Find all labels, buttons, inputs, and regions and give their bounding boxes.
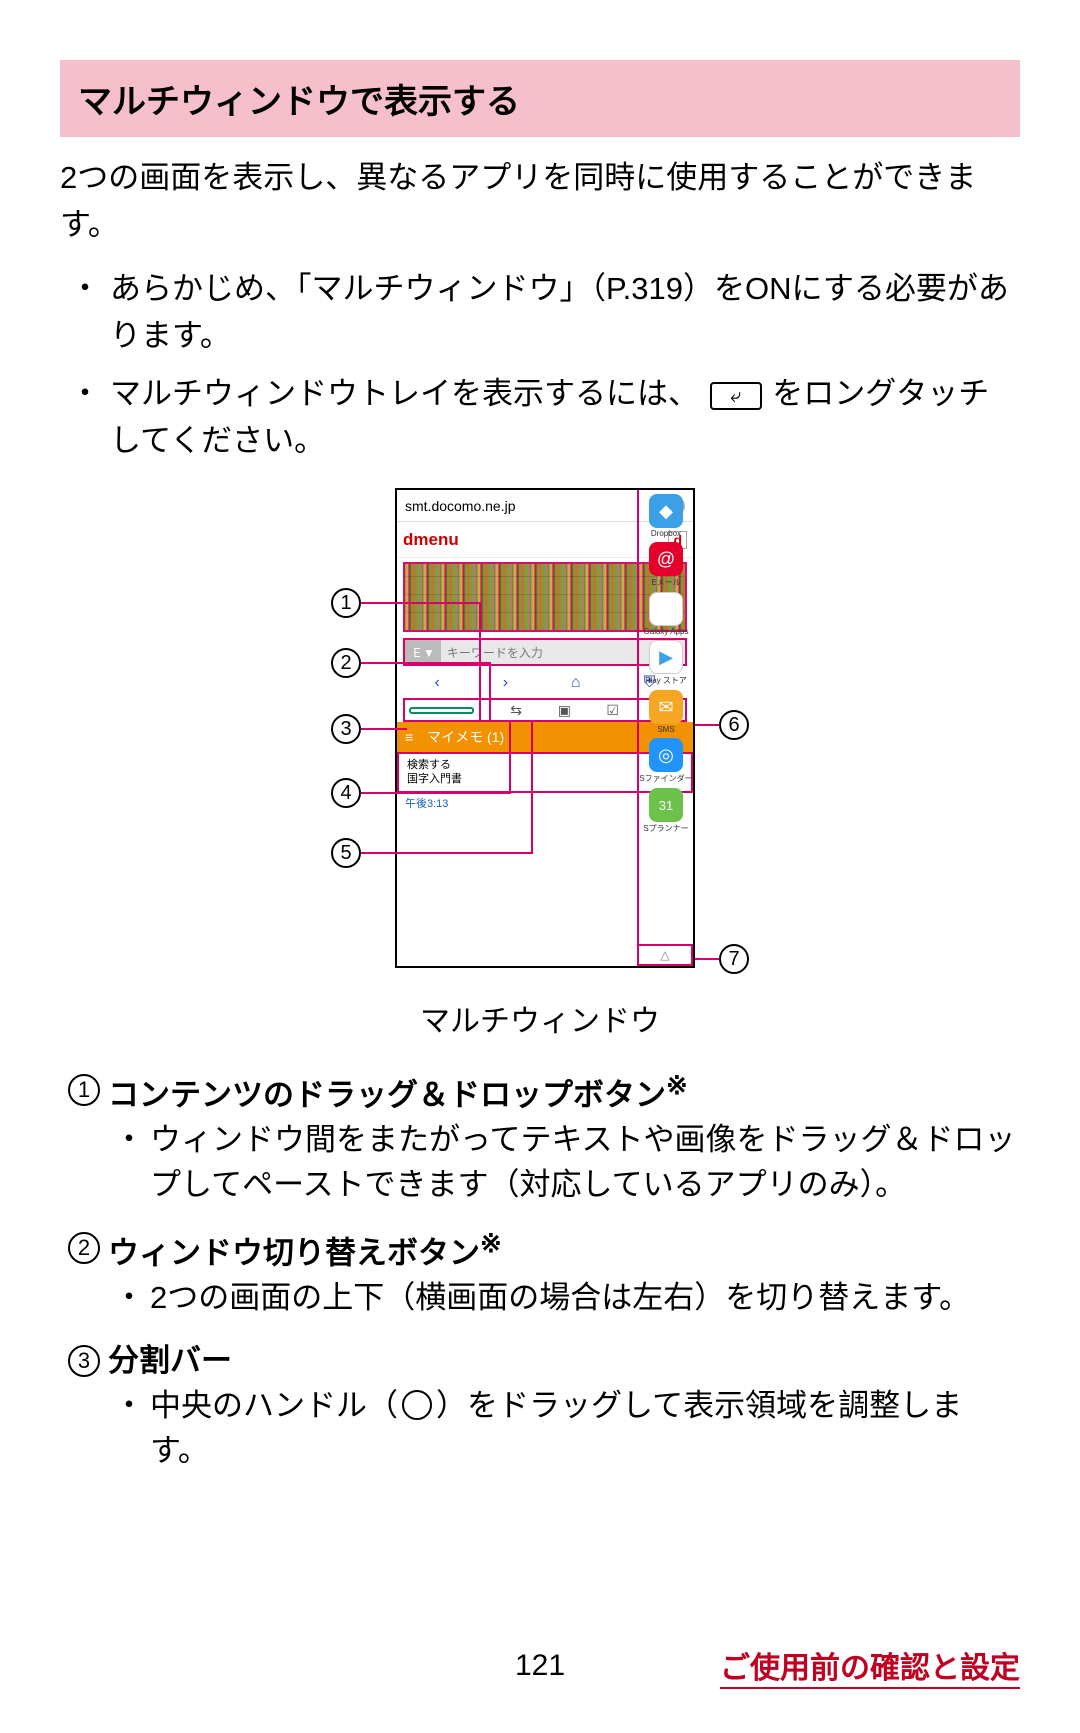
footnote-mark: ※ bbox=[666, 1072, 688, 1100]
callout-4: 4 bbox=[331, 778, 361, 808]
dmenu-logo: dmenu bbox=[403, 530, 459, 550]
definition-title-text: 分割バー bbox=[108, 1343, 232, 1378]
tray-app-icon: 31 bbox=[649, 788, 683, 822]
tray-app-item: ◯Galaxy Apps bbox=[644, 592, 689, 636]
bullet-dot: ・ bbox=[60, 371, 110, 464]
figure-multiwindow: smt.docomo.ne.jp dmenu d Ｅ▼ キーワードを入力 ‹ ›… bbox=[265, 488, 815, 988]
tray-app-icon: ◎ bbox=[649, 738, 683, 772]
url-text: smt.docomo.ne.jp bbox=[405, 498, 516, 514]
callout-2: 2 bbox=[331, 648, 361, 678]
nav-forward-icon: › bbox=[503, 674, 508, 692]
maximize-icon: ☑ bbox=[589, 702, 637, 719]
tray-app-item: @Eメール bbox=[649, 542, 683, 588]
tray-app-label: Eメール bbox=[651, 577, 680, 588]
callout-leader bbox=[509, 720, 511, 794]
callout-leader bbox=[361, 662, 491, 664]
tray-app-icon: ▶ bbox=[649, 640, 683, 674]
callout-1: 1 bbox=[331, 588, 361, 618]
figure-caption: マルチウィンドウ bbox=[60, 996, 1020, 1040]
tray-app-item: ▶Play ストア bbox=[645, 640, 687, 686]
callout-leader bbox=[361, 852, 533, 854]
bullet-item: ・ マルチウィンドウトレイを表示するには、 ⤶ をロングタッチしてください。 bbox=[60, 371, 1020, 464]
tray-app-item: ✉SMS bbox=[649, 690, 683, 734]
callout-3: 3 bbox=[331, 714, 361, 744]
handle-circle-icon bbox=[402, 1390, 432, 1420]
definition-title-text: ウィンドウ切り替えボタン bbox=[108, 1235, 480, 1270]
tray-app-item: 31Sプランナー bbox=[643, 788, 688, 834]
callout-leader bbox=[479, 602, 481, 720]
sub-bullet-dot: ・ bbox=[108, 1118, 150, 1208]
nav-back-icon: ‹ bbox=[434, 674, 439, 692]
tray-app-label: Galaxy Apps bbox=[644, 627, 689, 636]
multiwindow-tray: ◆Dropbox@Eメール◯Galaxy Apps▶Play ストア✉SMS◎S… bbox=[637, 490, 693, 966]
definition-body: 2つの画面の上下（横画面の場合は左右）を切り替えます。 bbox=[150, 1276, 1020, 1321]
definition-item: 2 ウィンドウ切り替えボタン※ ・ 2つの画面の上下（横画面の場合は左右）を切り… bbox=[60, 1226, 1020, 1321]
definition-body: 中央のハンドル（）をドラッグして表示領域を調整します。 bbox=[150, 1384, 1020, 1474]
definition-number: 1 bbox=[60, 1068, 108, 1118]
tray-app-icon: ◯ bbox=[649, 592, 683, 626]
bullet-text: あらかじめ、「マルチウィンドウ」（P.319）をONにする必要があります。 bbox=[110, 266, 1020, 359]
bullet-text: マルチウィンドウトレイを表示するには、 ⤶ をロングタッチしてください。 bbox=[110, 371, 1020, 464]
callout-leader bbox=[361, 728, 407, 730]
definition-body-pre: 中央のハンドル（ bbox=[150, 1388, 398, 1423]
tray-app-icon: @ bbox=[649, 542, 683, 576]
callout-7: 7 bbox=[719, 944, 749, 974]
tray-app-label: Dropbox bbox=[651, 529, 681, 538]
bullet-dot: ・ bbox=[60, 266, 110, 359]
definition-title: ウィンドウ切り替えボタン※ bbox=[108, 1226, 502, 1276]
bullet-pre: マルチウィンドウトレイを表示するには、 bbox=[110, 376, 699, 411]
definition-title: コンテンツのドラッグ＆ドロップボタン※ bbox=[108, 1068, 688, 1118]
split-bar-handle bbox=[409, 707, 474, 714]
definition-number: 2 bbox=[60, 1226, 108, 1276]
tray-app-icon: ✉ bbox=[649, 690, 683, 724]
definition-title-text: コンテンツのドラッグ＆ドロップボタン bbox=[108, 1077, 666, 1112]
callout-leader bbox=[531, 720, 533, 854]
intro-paragraph: 2つの画面を表示し、異なるアプリを同時に使用することができます。 bbox=[60, 155, 1020, 248]
definition-list: 1 コンテンツのドラッグ＆ドロップボタン※ ・ ウィンドウ間をまたがってテキスト… bbox=[60, 1068, 1020, 1474]
tray-app-label: Play ストア bbox=[645, 675, 687, 686]
callout-leader bbox=[695, 724, 719, 726]
tray-app-item: ◆Dropbox bbox=[649, 494, 683, 538]
callout-leader bbox=[695, 958, 719, 960]
nav-home-icon: ⌂ bbox=[571, 674, 581, 692]
callout-leader bbox=[361, 602, 481, 604]
page-number: 121 bbox=[515, 1649, 565, 1683]
tray-app-item: ◎Sファインダー bbox=[639, 738, 692, 784]
keyword-placeholder: キーワードを入力 bbox=[447, 644, 543, 661]
tray-collapse-handle: △ bbox=[637, 944, 693, 966]
sub-bullet-dot: ・ bbox=[108, 1276, 150, 1321]
definition-title: 分割バー bbox=[108, 1339, 232, 1384]
tray-app-icon: ◆ bbox=[649, 494, 683, 528]
footnote-mark: ※ bbox=[480, 1230, 502, 1258]
footer-section-link[interactable]: ご使用前の確認と設定 bbox=[720, 1643, 1020, 1689]
bullet-item: ・ あらかじめ、「マルチウィンドウ」（P.319）をONにする必要があります。 bbox=[60, 266, 1020, 359]
callout-5: 5 bbox=[331, 838, 361, 868]
section-title: マルチウィンドウで表示する bbox=[60, 60, 1020, 137]
definition-item: 1 コンテンツのドラッグ＆ドロップボタン※ ・ ウィンドウ間をまたがってテキスト… bbox=[60, 1068, 1020, 1208]
definition-number: 3 bbox=[60, 1339, 108, 1384]
callout-leader bbox=[361, 792, 511, 794]
tray-app-label: Sファインダー bbox=[639, 773, 692, 784]
phone-screenshot: smt.docomo.ne.jp dmenu d Ｅ▼ キーワードを入力 ‹ ›… bbox=[395, 488, 695, 968]
drag-drop-icon: ▣ bbox=[540, 702, 588, 719]
callout-6: 6 bbox=[719, 710, 749, 740]
sub-bullet-dot: ・ bbox=[108, 1384, 150, 1474]
page-footer: 121 ご使用前の確認と設定 bbox=[60, 1643, 1020, 1689]
callout-leader bbox=[489, 662, 491, 720]
definition-body: ウィンドウ間をまたがってテキストや画像をドラッグ＆ドロップしてペーストできます（… bbox=[150, 1118, 1020, 1208]
tray-app-label: SMS bbox=[657, 725, 674, 734]
back-button-icon: ⤶ bbox=[710, 382, 762, 410]
definition-item: 3 分割バー ・ 中央のハンドル（）をドラッグして表示領域を調整します。 bbox=[60, 1339, 1020, 1474]
swap-windows-icon: ⇆ bbox=[492, 702, 540, 719]
bullet-list: ・ あらかじめ、「マルチウィンドウ」（P.319）をONにする必要があります。 … bbox=[60, 266, 1020, 464]
keyword-mode-button: Ｅ▼ bbox=[405, 640, 441, 664]
tray-app-label: Sプランナー bbox=[643, 823, 688, 834]
